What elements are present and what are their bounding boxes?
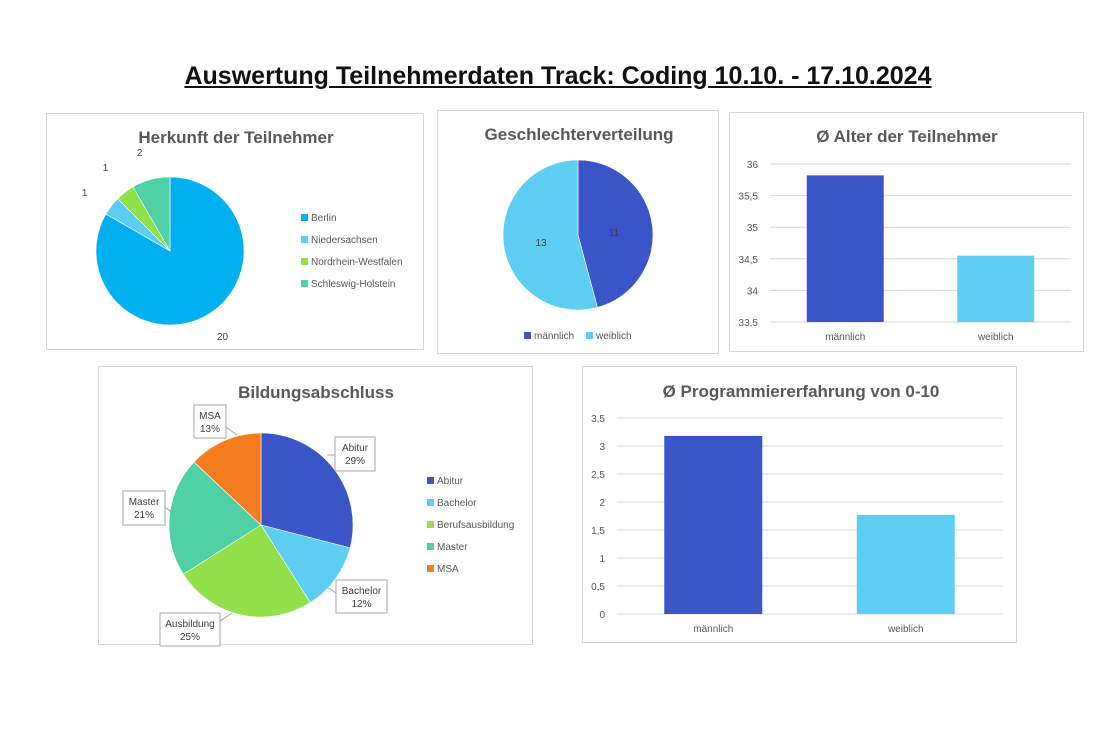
chart-title: Ø Programmiererfahrung von 0-10 — [663, 382, 940, 401]
pie-slice — [577, 159, 654, 308]
callout-box — [334, 436, 376, 472]
legend-swatch — [301, 214, 308, 221]
pie-slice — [193, 432, 262, 526]
callout-leader — [326, 586, 337, 594]
chart-title: Bildungsabschluss — [238, 383, 394, 402]
callout-name: Abitur — [342, 443, 369, 454]
legend-label: Abitur — [437, 476, 464, 487]
data-label: 13 — [535, 238, 547, 249]
y-tick-label: 2,5 — [591, 470, 605, 481]
callout-percent: 21% — [134, 510, 154, 521]
callout-leader — [219, 612, 233, 622]
legend-swatch — [301, 280, 308, 287]
chart-panel-programmier: Ø Programmiererfahrung von 0-10 0 0,5 1 1,5 2… — [582, 366, 1017, 643]
chart-panel-geschlecht: Geschlechterverteilung 11 13 männlich weibli… — [437, 110, 719, 354]
x-tick-label: weiblich — [887, 624, 924, 635]
legend-label: weiblich — [595, 331, 632, 342]
y-tick-label: 34,5 — [739, 255, 759, 266]
chart-title: Geschlechterverteilung — [485, 125, 674, 144]
legend-label: Niedersachsen — [311, 235, 378, 246]
y-tick-label: 35 — [747, 223, 759, 234]
callout-name: MSA — [199, 411, 221, 422]
data-label: 1 — [103, 163, 109, 174]
chart-bildung: Bildungsabschluss Abitur 29% Bachelor 12% Aus… — [122, 383, 514, 647]
chart-alter: Ø Alter der Teilnehmer 33,5 34 34,5 35 35,5 36… — [739, 127, 1071, 343]
y-tick-label: 1,5 — [591, 526, 605, 537]
legend-label: Schleswig-Holstein — [311, 279, 395, 290]
y-tick-label: 35,5 — [739, 192, 759, 203]
bar — [664, 435, 763, 614]
legend-label: Master — [437, 542, 468, 553]
callout-box — [193, 404, 227, 439]
y-tick-label: 0 — [599, 610, 605, 621]
pie-slice — [502, 159, 598, 311]
y-tick-label: 36 — [747, 160, 759, 171]
pie-slice — [168, 461, 262, 575]
page-title: Auswertung Teilnehmerdaten Track: Coding… — [184, 62, 932, 90]
legend-swatch — [301, 236, 308, 243]
bar — [957, 255, 1035, 322]
callout-percent: 25% — [180, 632, 200, 643]
callout-box — [122, 490, 166, 526]
chart-panel-bildung: Bildungsabschluss Abitur 29% Bachelor 12% Aus… — [98, 366, 533, 647]
legend-label: Bachelor — [437, 498, 477, 509]
callout-percent: 13% — [200, 424, 220, 435]
y-tick-label: 34 — [747, 286, 759, 297]
pie-slice — [260, 432, 354, 549]
y-tick-label: 3 — [599, 442, 605, 453]
callout-name: Ausbildung — [165, 619, 214, 630]
callout-box — [159, 612, 221, 647]
callout-leader — [164, 506, 172, 513]
y-tick-label: 3,5 — [591, 414, 605, 425]
legend-swatch — [427, 499, 434, 506]
legend-swatch — [427, 565, 434, 572]
chart-title: Ø Alter der Teilnehmer — [816, 127, 998, 146]
bar — [806, 175, 884, 322]
y-tick-label: 0,5 — [591, 582, 605, 593]
x-tick-label: weiblich — [977, 332, 1014, 343]
legend-swatch — [427, 521, 434, 528]
legend-swatch — [427, 477, 434, 484]
chart-panel-herkunft: Herkunft der Teilnehmer 20 1 1 2 Berlin Nieder… — [46, 113, 424, 350]
legend-swatch — [427, 543, 434, 550]
data-label: 1 — [82, 188, 88, 199]
data-label: 20 — [217, 332, 229, 343]
callout-percent: 12% — [351, 599, 371, 610]
pie-slice — [182, 524, 311, 618]
legend-label: Berufsausbildung — [437, 520, 514, 531]
chart-geschlecht: Geschlechterverteilung 11 13 männlich weibli… — [485, 125, 674, 342]
chart-herkunft: Herkunft der Teilnehmer20112BerlinNieder… — [82, 128, 403, 343]
legend-label: Nordrhein-Westfalen — [311, 257, 403, 268]
callout-name: Master — [129, 497, 160, 508]
callout-name: Bachelor — [342, 586, 382, 597]
callout-percent: 29% — [345, 456, 365, 467]
bar — [856, 514, 955, 614]
y-tick-label: 33,5 — [739, 318, 759, 329]
y-tick-label: 1 — [599, 554, 605, 565]
x-tick-label: männlich — [825, 332, 865, 343]
legend-label: Berlin — [311, 213, 337, 224]
data-label: 11 — [609, 228, 620, 239]
legend-swatch — [301, 258, 308, 265]
legend-label: MSA — [437, 564, 459, 575]
legend-swatch — [586, 332, 593, 339]
pie-slice — [132, 176, 171, 253]
pie-slice — [260, 524, 351, 604]
callout-leader — [225, 426, 238, 436]
callout-box — [335, 579, 388, 614]
y-tick-label: 2 — [599, 498, 605, 509]
data-label: 2 — [137, 148, 143, 159]
x-tick-label: männlich — [693, 624, 733, 635]
legend-label: männlich — [534, 331, 574, 342]
chart-title: Herkunft der Teilnehmer — [138, 128, 334, 147]
chart-programmier: Ø Programmiererfahrung von 0-10 0 0,5 1 1,5 2… — [591, 382, 1002, 635]
chart-panel-alter: Ø Alter der Teilnehmer 33,5 34 34,5 35 35,5 36… — [729, 112, 1084, 352]
legend-swatch — [524, 332, 531, 339]
